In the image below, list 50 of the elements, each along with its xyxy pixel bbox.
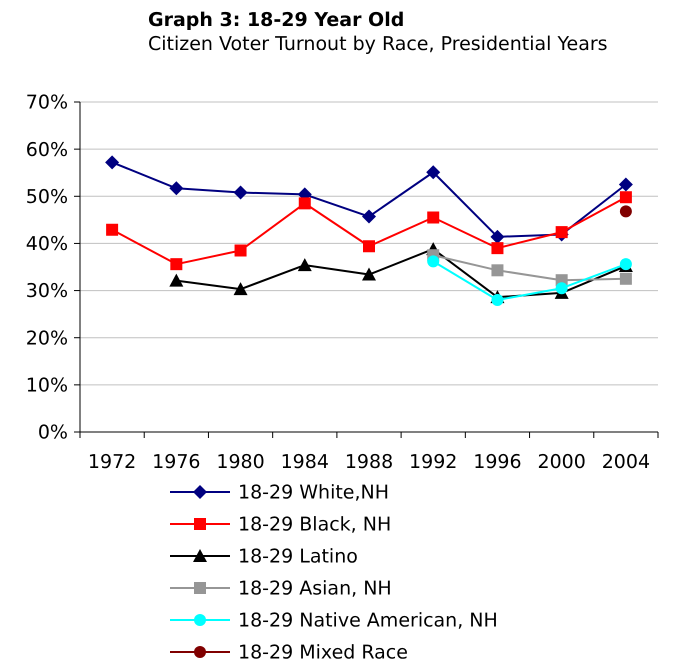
legend-label: 18-29 Asian, NH <box>238 578 392 600</box>
point <box>362 210 376 224</box>
y-tick-label: 10% <box>26 374 68 397</box>
x-tick-label: 1980 <box>216 451 265 473</box>
x-tick-label: 2000 <box>537 451 586 473</box>
y-tick-label: 50% <box>26 186 68 208</box>
point <box>620 191 632 204</box>
y-tick-label: 40% <box>26 233 68 256</box>
point <box>362 268 376 281</box>
y-tick-label: 0% <box>38 422 68 444</box>
point <box>491 264 504 276</box>
legend-label: 18-29 Native American, NH <box>238 610 498 632</box>
point <box>106 224 118 236</box>
chart-title: Graph 3: 18-29 Year Old Citizen Voter Turnout by Race, Presidential Years <box>148 9 608 55</box>
y-tick-label: 20% <box>26 327 68 350</box>
y-tick-label: 30% <box>26 280 68 302</box>
point <box>426 165 440 180</box>
point <box>105 155 120 170</box>
y-tick-label: 70% <box>26 92 68 114</box>
x-tick-label: 1972 <box>88 451 136 473</box>
legend-label: 18-29 Mixed Race <box>238 642 408 664</box>
point <box>618 178 633 192</box>
x-tick-label: 2004 <box>602 451 650 473</box>
y-tick-label: 60% <box>26 138 68 161</box>
point <box>491 242 504 254</box>
point <box>169 274 184 287</box>
point <box>298 258 312 272</box>
point <box>620 272 632 285</box>
point <box>427 212 440 224</box>
point <box>491 294 504 306</box>
point <box>234 282 248 296</box>
x-tick-label: 1984 <box>280 451 329 473</box>
legend-label: 18-29 White,NH <box>238 482 390 504</box>
point <box>170 258 182 270</box>
point <box>427 255 440 268</box>
point <box>234 244 247 256</box>
point <box>620 205 632 218</box>
legend-label: 18-29 Latino <box>238 546 358 568</box>
x-tick-label: 1992 <box>409 451 458 473</box>
point <box>556 226 568 238</box>
point <box>363 240 375 252</box>
x-tick-label: 1976 <box>152 451 201 473</box>
x-tick-label: 1996 <box>473 451 522 473</box>
point <box>490 230 504 244</box>
legend-label: 18-29 Black, NH <box>238 514 392 536</box>
point <box>169 181 184 196</box>
point <box>556 282 568 294</box>
point <box>298 197 311 210</box>
point <box>234 186 248 200</box>
x-tick-label: 1988 <box>344 451 394 473</box>
